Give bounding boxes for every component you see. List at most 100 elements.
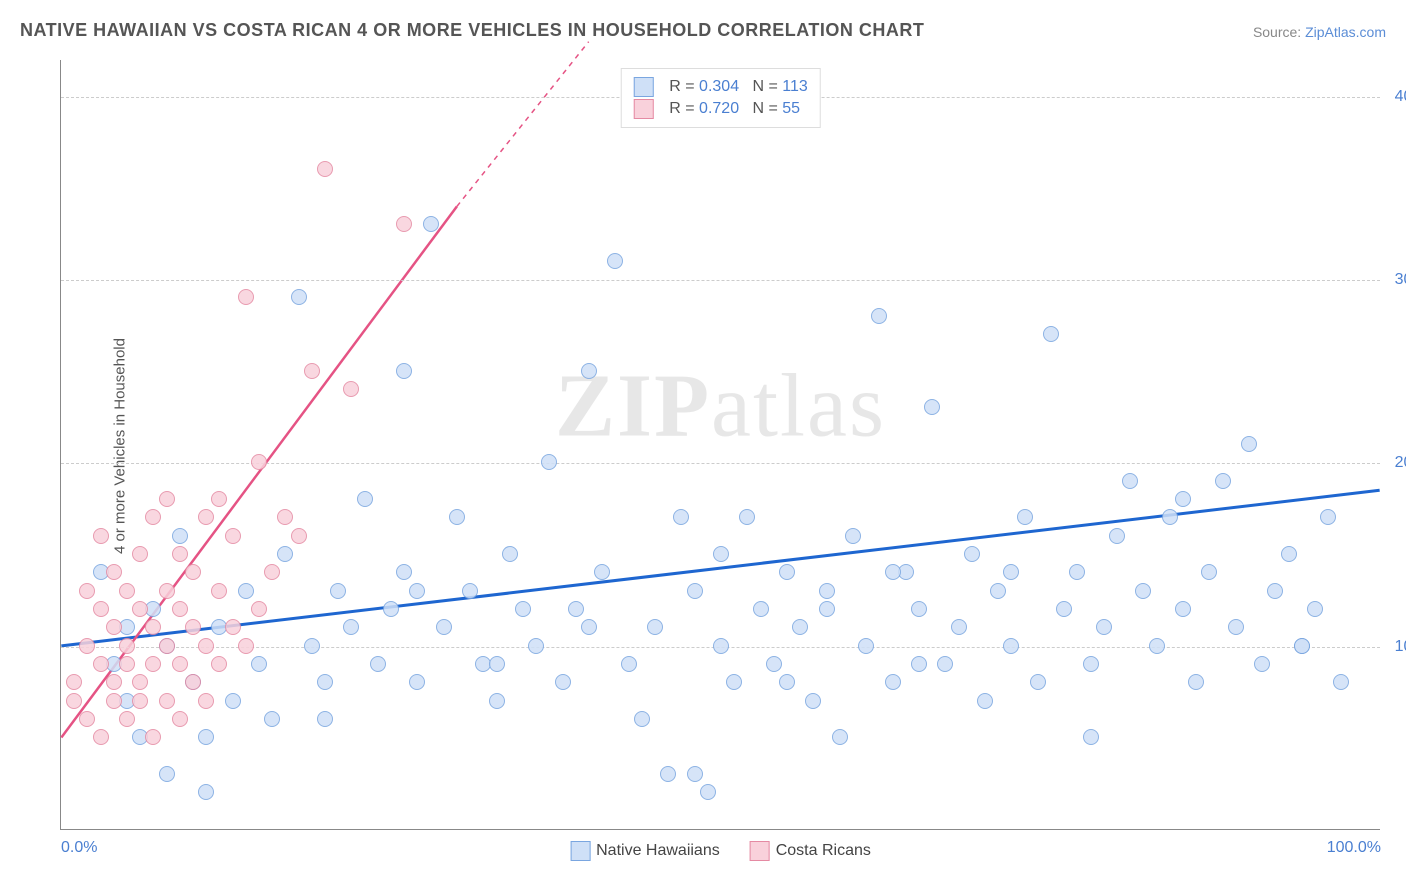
data-point xyxy=(885,674,901,690)
data-point xyxy=(1294,638,1310,654)
legend-swatch xyxy=(570,841,590,861)
data-point xyxy=(251,454,267,470)
data-point xyxy=(66,693,82,709)
data-point xyxy=(343,619,359,635)
data-point xyxy=(1135,583,1151,599)
data-point xyxy=(1109,528,1125,544)
data-point xyxy=(581,363,597,379)
data-point xyxy=(779,674,795,690)
data-point xyxy=(93,729,109,745)
data-point xyxy=(647,619,663,635)
data-point xyxy=(79,711,95,727)
data-point xyxy=(766,656,782,672)
data-point xyxy=(673,509,689,525)
data-point xyxy=(1030,674,1046,690)
data-point xyxy=(238,638,254,654)
data-point xyxy=(568,601,584,617)
data-point xyxy=(436,619,452,635)
data-point xyxy=(845,528,861,544)
data-point xyxy=(277,546,293,562)
legend-label: Costa Ricans xyxy=(776,842,871,860)
data-point xyxy=(132,601,148,617)
data-point xyxy=(607,253,623,269)
data-point xyxy=(937,656,953,672)
data-point xyxy=(291,289,307,305)
data-point xyxy=(1162,509,1178,525)
data-point xyxy=(172,656,188,672)
data-point xyxy=(528,638,544,654)
legend-item: Costa Ricans xyxy=(750,841,871,861)
data-point xyxy=(713,546,729,562)
data-point xyxy=(1003,564,1019,580)
data-point xyxy=(145,619,161,635)
data-point xyxy=(1320,509,1336,525)
data-point xyxy=(225,619,241,635)
data-point xyxy=(396,564,412,580)
data-point xyxy=(1043,326,1059,342)
source-link[interactable]: ZipAtlas.com xyxy=(1305,24,1386,40)
correlation-legend: R = 0.304 N = 113R = 0.720 N = 55 xyxy=(620,68,821,128)
data-point xyxy=(541,454,557,470)
data-point xyxy=(594,564,610,580)
data-point xyxy=(1267,583,1283,599)
data-point xyxy=(1149,638,1165,654)
data-point xyxy=(198,693,214,709)
data-point xyxy=(198,784,214,800)
data-point xyxy=(132,693,148,709)
data-point xyxy=(211,583,227,599)
data-point xyxy=(238,583,254,599)
y-tick-label: 20.0% xyxy=(1390,454,1406,472)
data-point xyxy=(370,656,386,672)
chart-container: NATIVE HAWAIIAN VS COSTA RICAN 4 OR MORE… xyxy=(0,0,1406,892)
x-tick-label: 100.0% xyxy=(1327,839,1381,857)
data-point xyxy=(79,583,95,599)
series-legend: Native Hawaiians Costa Ricans xyxy=(570,841,871,861)
data-point xyxy=(502,546,518,562)
trend-lines xyxy=(61,60,1380,829)
data-point xyxy=(159,491,175,507)
legend-item: Native Hawaiians xyxy=(570,841,720,861)
data-point xyxy=(409,583,425,599)
data-point xyxy=(779,564,795,580)
data-point xyxy=(1069,564,1085,580)
data-point xyxy=(489,656,505,672)
data-point xyxy=(1003,638,1019,654)
data-point xyxy=(211,491,227,507)
data-point xyxy=(1017,509,1033,525)
legend-swatch xyxy=(633,99,653,119)
data-point xyxy=(225,693,241,709)
data-point xyxy=(93,656,109,672)
data-point xyxy=(1254,656,1270,672)
data-point xyxy=(145,509,161,525)
data-point xyxy=(1281,546,1297,562)
watermark: ZIPatlas xyxy=(555,355,886,458)
data-point xyxy=(885,564,901,580)
data-point xyxy=(225,528,241,544)
data-point xyxy=(264,711,280,727)
data-point xyxy=(819,601,835,617)
data-point xyxy=(700,784,716,800)
data-point xyxy=(317,674,333,690)
data-point xyxy=(1241,436,1257,452)
data-point xyxy=(251,656,267,672)
data-point xyxy=(93,601,109,617)
data-point xyxy=(198,638,214,654)
legend-row: R = 0.304 N = 113 xyxy=(633,77,808,97)
y-tick-label: 10.0% xyxy=(1390,638,1406,656)
data-point xyxy=(106,564,122,580)
plot-area: ZIPatlas 10.0%20.0%30.0%40.0%0.0%100.0%R… xyxy=(60,60,1380,830)
data-point xyxy=(832,729,848,745)
data-point xyxy=(291,528,307,544)
data-point xyxy=(858,638,874,654)
data-point xyxy=(304,638,320,654)
data-point xyxy=(396,363,412,379)
data-point xyxy=(660,766,676,782)
data-point xyxy=(792,619,808,635)
data-point xyxy=(1228,619,1244,635)
data-point xyxy=(581,619,597,635)
data-point xyxy=(449,509,465,525)
data-point xyxy=(805,693,821,709)
data-point xyxy=(423,216,439,232)
data-point xyxy=(1188,674,1204,690)
data-point xyxy=(159,693,175,709)
